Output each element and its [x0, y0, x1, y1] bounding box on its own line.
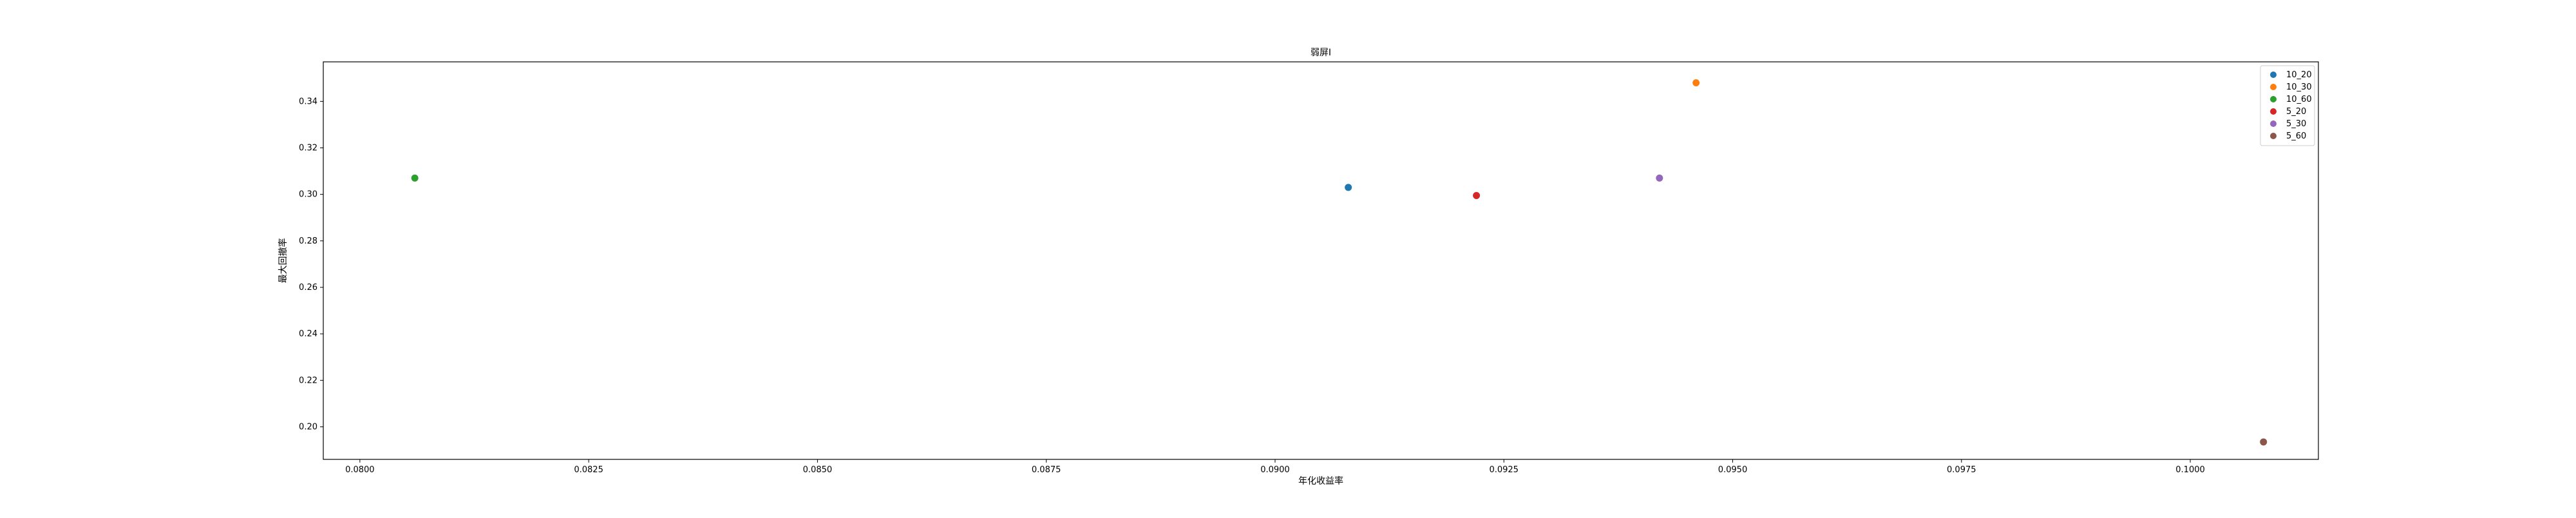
- legend-marker: [2270, 108, 2277, 115]
- data-points: [411, 79, 2268, 446]
- x-tick-label: 0.0800: [345, 465, 375, 475]
- legend-marker: [2270, 96, 2277, 102]
- plot-frame: [323, 61, 2319, 460]
- y-tick-label: 0.30: [299, 190, 317, 200]
- y-tick-label: 0.22: [299, 376, 317, 385]
- legend-marker: [2270, 72, 2277, 78]
- legend-marker: [2270, 133, 2277, 139]
- legend-label: 5_20: [2286, 107, 2306, 117]
- data-point-10_60: [411, 174, 419, 182]
- x-tick-label: 0.0925: [1489, 465, 1519, 475]
- y-tick-label: 0.20: [299, 422, 317, 432]
- legend-label: 10_30: [2286, 82, 2312, 92]
- chart-title: 弱屏I: [1311, 48, 1331, 58]
- legend-label: 5_60: [2286, 131, 2306, 141]
- data-point-5_20: [1473, 191, 1481, 199]
- data-point-5_60: [2260, 438, 2268, 446]
- x-tick-label: 0.1000: [2175, 465, 2205, 475]
- x-tick-label: 0.0850: [803, 465, 833, 475]
- y-tick-label: 0.26: [299, 283, 317, 293]
- data-point-5_30: [1656, 174, 1663, 182]
- y-axis-label: 最大回撤率: [278, 238, 289, 283]
- legend-label: 10_60: [2286, 95, 2312, 104]
- data-point-10_30: [1692, 79, 1700, 86]
- x-axis-label: 年化收益率: [1298, 475, 1343, 486]
- x-tick-label: 0.0950: [1718, 465, 1748, 475]
- y-tick-label: 0.34: [299, 97, 317, 106]
- y-tick-label: 0.32: [299, 144, 317, 153]
- data-point-10_20: [1345, 184, 1352, 191]
- y-tick-label: 0.24: [299, 329, 317, 339]
- y-tick-label: 0.28: [299, 236, 317, 246]
- y-axis-ticks: 0.20 0.22 0.24 0.26 0.28 0.30 0.32 0.34: [299, 97, 323, 432]
- legend-marker: [2270, 120, 2277, 127]
- x-tick-label: 0.0875: [1032, 465, 1061, 475]
- x-tick-label: 0.0900: [1260, 465, 1290, 475]
- legend-label: 10_20: [2286, 70, 2312, 80]
- legend-label: 5_30: [2286, 119, 2306, 129]
- x-axis-ticks: 0.0800 0.0825 0.0850 0.0875 0.0900 0.0925 0.09…: [345, 459, 2205, 475]
- legend: 10_20 10_30 10_60 5_20 5_30 5_60: [2260, 65, 2315, 146]
- x-tick-label: 0.0825: [574, 465, 603, 475]
- legend-marker: [2270, 84, 2277, 90]
- x-tick-label: 0.0975: [1947, 465, 1976, 475]
